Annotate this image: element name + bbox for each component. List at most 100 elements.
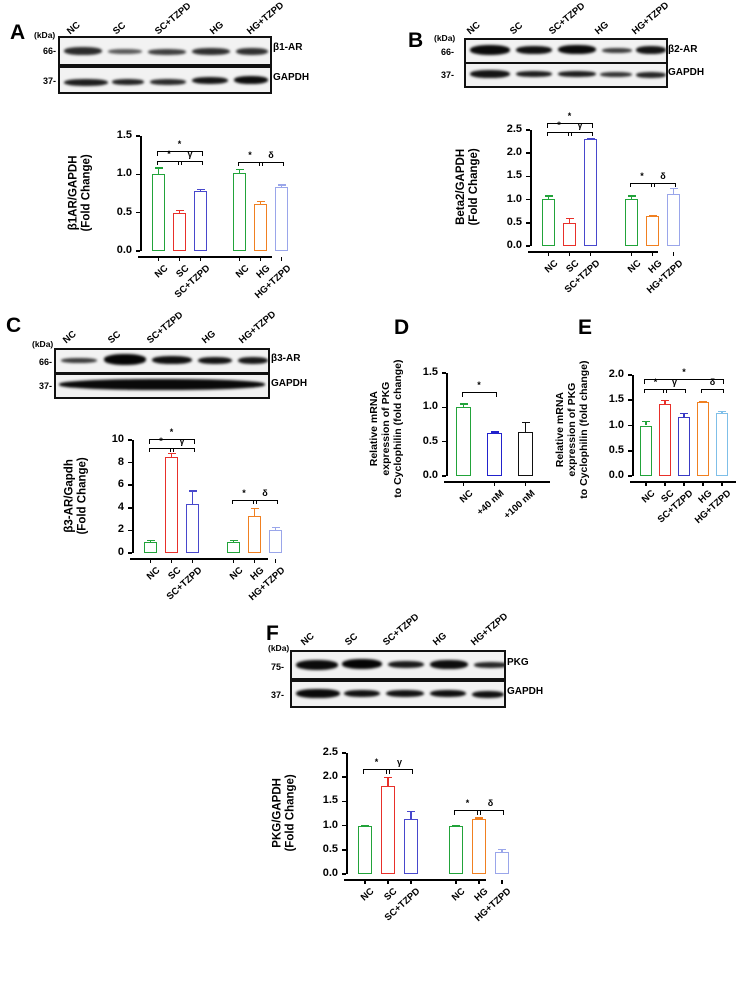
lane-header-sc: SC: [110, 20, 129, 37]
significance-bracket: [363, 769, 390, 775]
blot-band: [192, 48, 230, 55]
x-tick: [259, 257, 262, 261]
x-tick: [702, 482, 704, 486]
significance-bracket: [177, 160, 203, 165]
y-axis: [446, 373, 448, 476]
blot-band: [296, 689, 340, 698]
x-tick: [232, 559, 235, 563]
significance-marker: *: [557, 119, 561, 130]
blot-band: [600, 72, 632, 77]
significance-bracket: [701, 389, 724, 394]
error-bar: [410, 811, 412, 819]
lane-header-sctzpd: SC+TZPD: [546, 0, 588, 38]
panel-b-letter: B: [408, 29, 424, 52]
bar: [456, 407, 471, 476]
significance-marker: *: [242, 487, 246, 498]
panel-b-blot-target: [464, 38, 668, 64]
x-axis: [344, 879, 486, 881]
y-axis: [140, 136, 142, 251]
y-tick: [628, 475, 632, 477]
significance-marker: *: [374, 757, 379, 768]
error-bar-cap: [544, 195, 553, 197]
significance-marker: *: [465, 798, 470, 809]
significance-bracket: [454, 810, 481, 816]
bar: [275, 186, 288, 251]
panel-c-target-label: β3-AR: [271, 353, 301, 364]
y-axis-label: β1AR/GAPDH (Fold Change): [67, 153, 92, 232]
error-bar: [568, 218, 571, 223]
panel-e-chart: 0.0 0.5 1.0 1.5 2.0 Relative mRNA expression o…: [553, 347, 740, 532]
y-tick-label: 2: [117, 523, 124, 536]
panel-f-blot-target: [290, 650, 506, 680]
lane-header-nc: NC: [464, 19, 483, 37]
y-tick: [136, 135, 140, 137]
error-bar-cap: [361, 825, 369, 827]
x-tick: [501, 880, 503, 884]
bar: [678, 416, 690, 476]
panel-b-gapdh-label: GAPDH: [668, 67, 705, 78]
y-tick: [442, 440, 446, 443]
significance-marker: *: [682, 367, 686, 378]
y-tick-label: 0.5: [322, 842, 338, 855]
significance-marker: γ: [187, 148, 193, 159]
y-tick: [128, 484, 132, 486]
significance-marker: δ: [660, 170, 666, 181]
error-bar-cap: [175, 209, 184, 211]
lane-header-nc: NC: [298, 630, 317, 648]
y-tick: [526, 129, 530, 131]
x-tick: [238, 257, 241, 261]
blot-band: [64, 79, 108, 86]
panel-a-letter: A: [10, 21, 26, 44]
bar: [152, 174, 165, 251]
bar: [659, 403, 671, 476]
panel-f-target-mw: 75-: [270, 662, 284, 672]
x-tick: [280, 257, 283, 261]
error-bar: [274, 527, 277, 531]
bar: [716, 412, 728, 476]
blot-band: [148, 49, 186, 55]
error-bar-cap: [256, 201, 265, 203]
y-tick-label: 0.0: [608, 469, 624, 481]
y-tick-label: 1.0: [608, 418, 624, 431]
significance-marker: *: [159, 435, 163, 446]
error-bar-cap: [229, 540, 238, 542]
blot-band: [236, 48, 268, 55]
blot-band: [342, 659, 382, 669]
error-bar: [170, 452, 173, 457]
error-bar: [683, 412, 685, 417]
panel-d: D 0.0 0.5 1.0 1.5 Relative mRNA expression of…: [367, 305, 558, 595]
blot-band: [64, 47, 102, 55]
significance-marker: γ: [577, 119, 583, 130]
lane-header-hgtzpd: HG+TZPD: [468, 610, 511, 648]
x-tick: [672, 252, 675, 256]
blot-band: [108, 49, 142, 54]
panel-b-target-mw: 66-: [440, 47, 454, 57]
y-tick: [128, 507, 132, 509]
panel-a-blot-gapdh: [58, 66, 272, 94]
bar: [186, 504, 199, 553]
significance-bracket: [156, 151, 203, 157]
y-axis: [530, 130, 532, 246]
lane-header-sc: SC: [507, 20, 526, 37]
blot-band: [558, 71, 596, 77]
y-axis-label: PKG/GAPDH (Fold Change): [271, 773, 296, 852]
significance-marker: *: [477, 380, 481, 391]
bar: [518, 432, 533, 476]
blot-band: [558, 45, 596, 54]
y-axis-label: Beta2/GAPDH (Fold Change): [455, 148, 480, 226]
y-tick-label: 0: [117, 546, 124, 558]
error-bar: [524, 421, 527, 433]
bar: [584, 139, 597, 246]
x-tick: [170, 559, 173, 563]
lane-header-hgtzpd: HG+TZPD: [236, 308, 279, 346]
y-tick: [128, 439, 132, 441]
y-tick: [342, 873, 346, 875]
error-bar: [238, 168, 241, 173]
x-tick: [589, 252, 592, 256]
bar: [233, 172, 246, 251]
bar: [165, 456, 178, 553]
bar: [358, 826, 372, 874]
y-tick: [128, 529, 132, 532]
significance-bracket: [148, 438, 195, 444]
x-axis: [528, 251, 658, 253]
